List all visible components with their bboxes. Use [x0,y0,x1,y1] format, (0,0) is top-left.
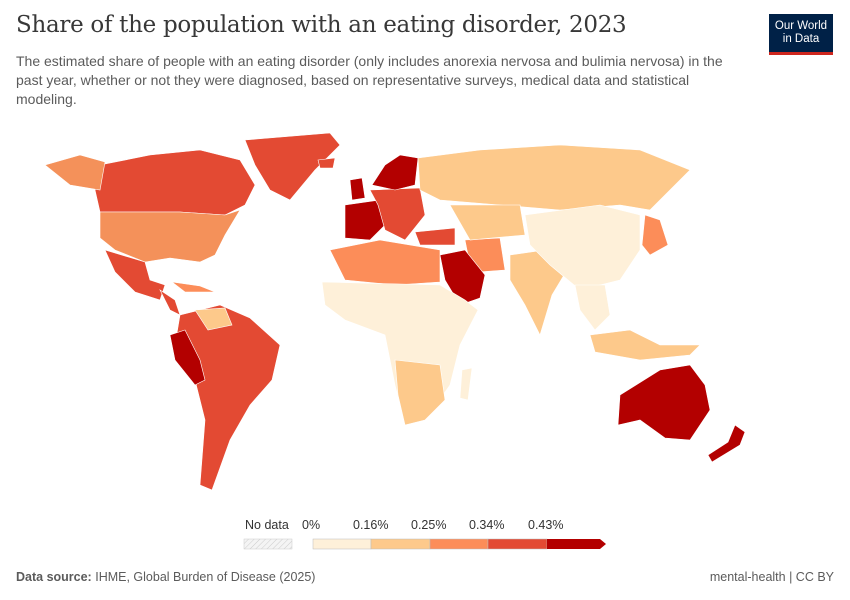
region-venezuela[interactable] [194,307,233,331]
legend-tick: 0.34% [469,518,505,532]
region-caribbean[interactable] [170,281,216,293]
world-map[interactable] [0,120,850,510]
data-source: Data source: IHME, Global Burden of Dise… [16,570,316,584]
footer-license[interactable]: mental-health | CC BY [709,570,834,584]
region-peru[interactable] [169,329,206,386]
legend-no-data-label: No data [245,518,289,532]
region-canada[interactable] [94,149,256,216]
page-title: Share of the population with an eating d… [16,12,627,38]
legend-tick: 0.25% [411,518,447,532]
region-russia[interactable] [417,144,691,211]
legend-tick: 0.16% [353,518,389,532]
region-south-america[interactable] [174,304,281,491]
region-central-asia[interactable] [449,204,526,241]
region-japan[interactable] [641,214,669,256]
legend-tick: 0.43% [528,518,564,532]
region-central-america[interactable] [159,289,181,316]
legend-bin[interactable] [370,538,431,550]
subtitle: The estimated share of people with an ea… [16,53,723,107]
region-madagascar[interactable] [459,367,473,401]
region-china[interactable] [524,204,641,291]
owid-logo[interactable]: Our World in Data [769,14,833,55]
region-turkey[interactable] [414,227,456,246]
legend-bin[interactable] [487,538,548,550]
region-uk[interactable] [349,177,366,201]
region-scandinavia[interactable] [371,154,419,191]
region-southeast-asia[interactable] [574,284,611,331]
region-australia[interactable] [617,364,711,441]
legend-tick: 0% [302,518,321,532]
region-new-zealand[interactable] [707,424,746,463]
region-indonesia[interactable] [589,329,701,361]
region-southern-africa[interactable] [394,359,446,426]
region-saudi-arabia[interactable] [439,249,486,306]
legend-bin[interactable] [312,538,372,550]
legend-bin[interactable] [429,538,489,550]
legend-no-data-swatch [243,538,293,550]
region-north-africa[interactable] [329,239,441,286]
region-greenland[interactable] [244,132,341,201]
legend-bin[interactable] [547,539,606,549]
region-europe-west[interactable] [344,199,386,241]
region-iceland[interactable] [317,157,336,169]
region-usa[interactable] [99,209,241,263]
region-alaska[interactable] [44,154,106,191]
